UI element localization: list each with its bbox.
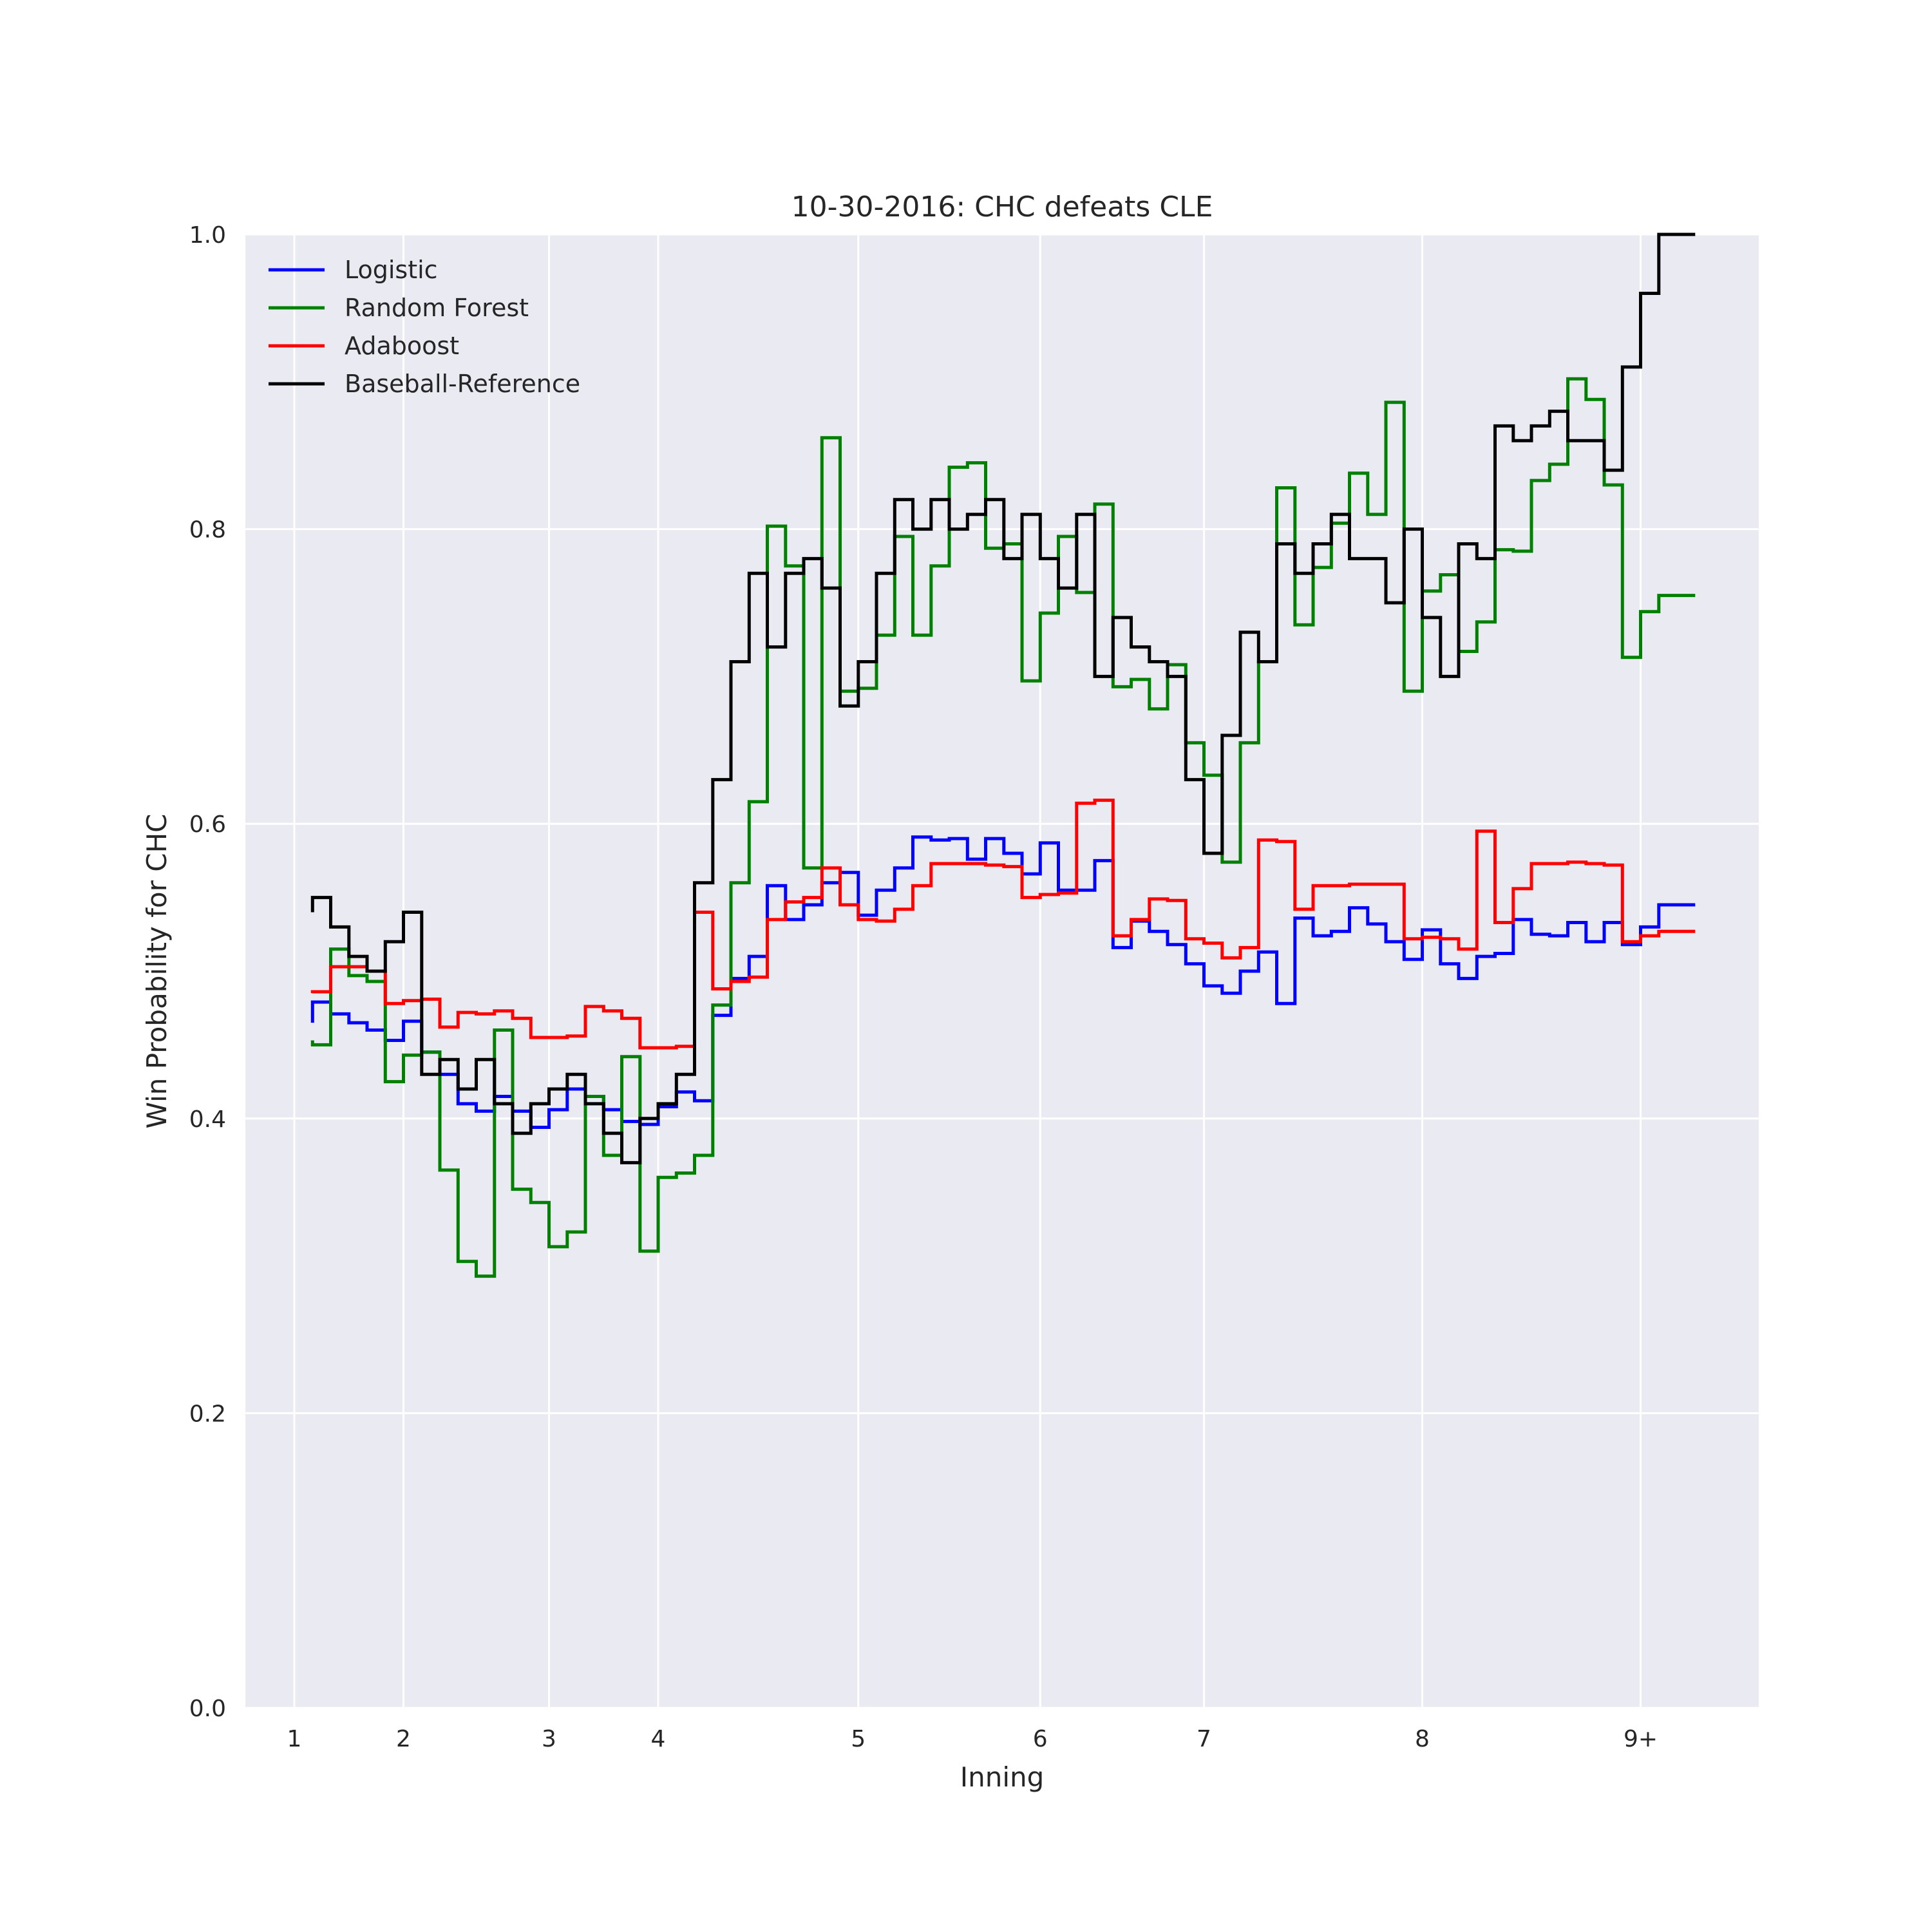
series-line-random-forest — [310, 377, 1696, 1278]
y-tick-label: 0.0 — [189, 1696, 226, 1722]
series-line-baseball-reference — [310, 232, 1696, 1164]
chart-title: 10-30-2016: CHC defeats CLE — [791, 191, 1213, 223]
x-tick-label: 5 — [851, 1726, 866, 1752]
legend: Logistic Random Forest Adaboost Baseball-Re… — [269, 256, 580, 398]
x-tick-label: 9+ — [1624, 1726, 1658, 1752]
series-layer — [310, 232, 1696, 1278]
x-tick-labels: 1 2 3 4 5 6 7 8 9+ — [287, 1726, 1658, 1752]
x-tick-label: 4 — [651, 1726, 666, 1752]
x-tick-label: 8 — [1415, 1726, 1430, 1752]
y-tick-label: 0.2 — [189, 1401, 226, 1427]
y-tick-labels: 0.0 0.2 0.4 0.6 0.8 1.0 — [189, 222, 226, 1722]
series-line-adaboost — [310, 799, 1696, 1050]
y-tick-label: 0.4 — [189, 1106, 226, 1133]
plot-background — [245, 234, 1759, 1708]
x-tick-label: 1 — [287, 1726, 302, 1752]
legend-label: Adaboost — [345, 332, 459, 360]
y-axis-label: Win Probability for CHC — [141, 814, 173, 1129]
x-tick-label: 7 — [1197, 1726, 1211, 1752]
x-tick-label: 2 — [396, 1726, 411, 1752]
y-tick-label: 0.6 — [189, 811, 226, 838]
y-tick-label: 1.0 — [189, 222, 226, 249]
legend-label: Random Forest — [345, 294, 529, 322]
x-tick-label: 3 — [542, 1726, 556, 1752]
x-tick-label: 6 — [1033, 1726, 1048, 1752]
x-axis-label: Inning — [960, 1761, 1045, 1793]
legend-label: Logistic — [345, 256, 438, 284]
y-tick-label: 0.8 — [189, 517, 226, 544]
legend-label: Baseball-Reference — [345, 370, 580, 398]
